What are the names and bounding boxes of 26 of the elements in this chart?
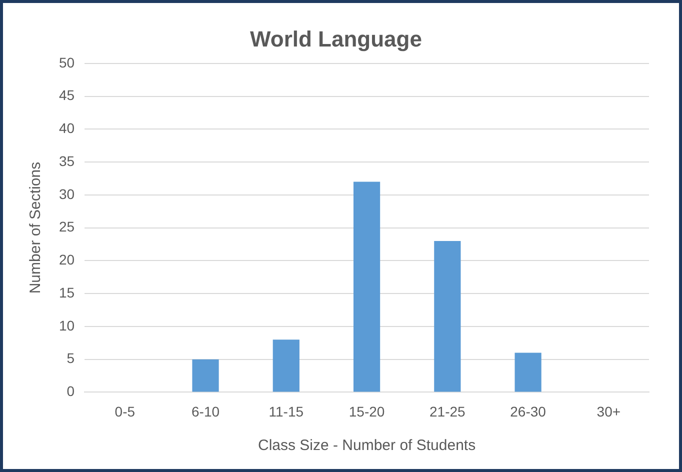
y-tick-label: 20	[58, 252, 75, 268]
x-tick-label: 11-15	[268, 403, 304, 420]
x-tick-label: 30+	[596, 403, 621, 420]
y-tick-label: 30	[58, 186, 75, 202]
y-tick-label: 10	[58, 317, 75, 334]
bar	[272, 340, 300, 392]
bar	[192, 359, 219, 392]
y-tick-label: 0	[66, 383, 75, 400]
y-tick-label: 35	[58, 152, 75, 169]
x-tick-label: 6-10	[192, 403, 220, 420]
x-tick-label: 0-5	[114, 403, 136, 420]
x-axis-title: Class Size - Number of Students	[258, 437, 476, 454]
y-tick-label: 5	[66, 350, 75, 366]
y-tick-label: 45	[58, 87, 75, 104]
x-tick-label: 21-25	[430, 403, 466, 420]
bar	[434, 240, 461, 392]
y-tick-label: 40	[58, 120, 75, 136]
y-tick-label: 15	[58, 284, 75, 300]
x-tick-label: 26-30	[510, 403, 546, 420]
chart-title: World Language	[250, 26, 422, 52]
y-tick-label: 25	[58, 218, 75, 235]
x-tick-label: 15-20	[348, 403, 385, 420]
bar	[514, 352, 542, 392]
y-axis-title: Number of Sections	[27, 162, 44, 294]
bar	[353, 182, 380, 392]
y-tick-label: 50	[58, 54, 75, 70]
